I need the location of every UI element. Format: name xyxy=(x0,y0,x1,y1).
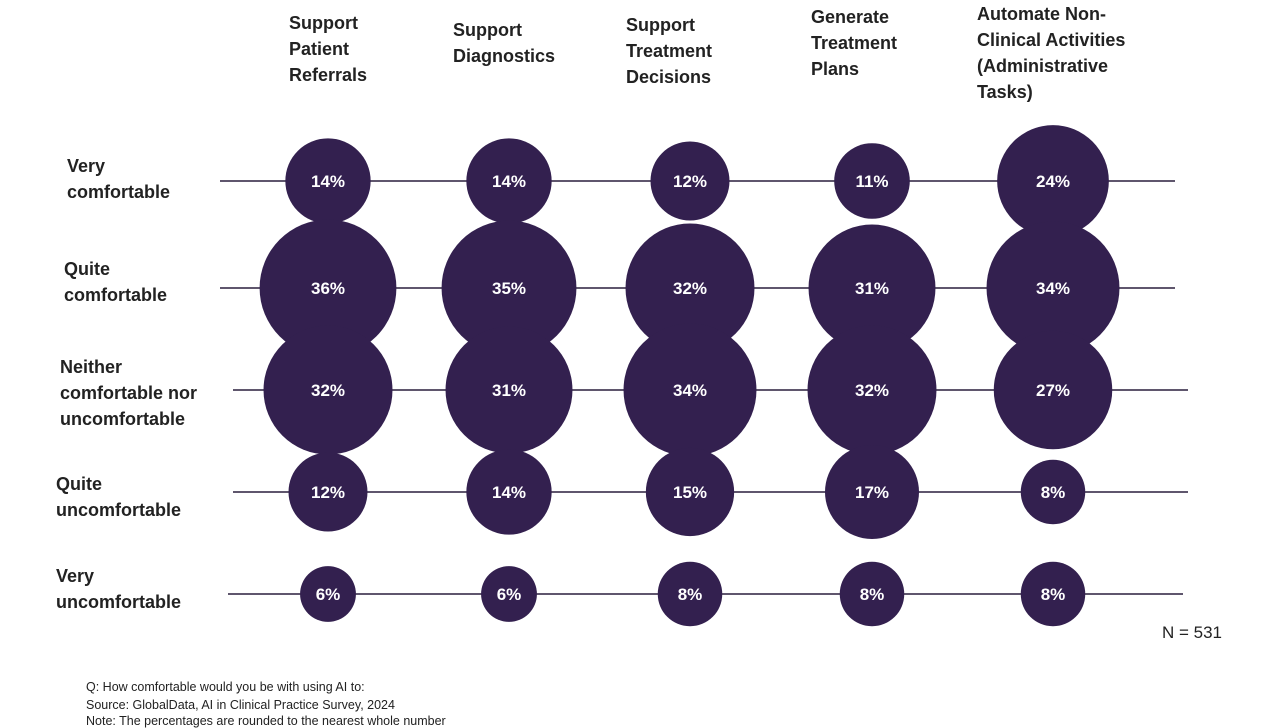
bubble xyxy=(466,138,552,224)
bubble xyxy=(986,221,1120,355)
bubble-value-label: 14% xyxy=(492,172,526,191)
bubble-value-label: 11% xyxy=(855,172,888,191)
bubble-value-label: 24% xyxy=(1036,172,1070,191)
bubble-value-label: 8% xyxy=(678,585,703,604)
bubble xyxy=(288,452,368,532)
bubble-value-label: 27% xyxy=(1036,381,1070,400)
bubble xyxy=(997,125,1109,237)
bubble-value-label: 36% xyxy=(311,279,345,298)
bubble-value-label: 31% xyxy=(492,381,526,400)
bubble xyxy=(466,449,552,535)
bubble xyxy=(1020,459,1086,525)
bubble xyxy=(657,561,723,627)
bubble xyxy=(834,143,910,219)
bubble-value-label: 14% xyxy=(492,483,526,502)
footer-question: Q: How comfortable would you be with usi… xyxy=(86,680,365,694)
bubble xyxy=(285,138,371,224)
bubble-value-label: 32% xyxy=(311,381,345,400)
bubble xyxy=(259,219,397,357)
bubble xyxy=(808,224,936,352)
column-label: Support Treatment Decisions xyxy=(626,15,713,87)
bubble xyxy=(650,141,730,221)
footer-source: Source: GlobalData, AI in Clinical Pract… xyxy=(86,698,395,712)
bubble-value-label: 8% xyxy=(860,585,885,604)
bubble-value-label: 12% xyxy=(311,483,345,502)
bubble xyxy=(481,566,537,622)
bubble xyxy=(445,326,573,454)
bubble-value-label: 34% xyxy=(1036,279,1070,298)
column-label: Support Patient Referrals xyxy=(289,13,368,85)
column-label: Automate Non- Clinical Activities (Admin… xyxy=(977,4,1126,102)
bubble-value-label: 8% xyxy=(1041,585,1066,604)
bubble-value-label: 32% xyxy=(673,279,707,298)
bubble xyxy=(441,220,577,356)
bubble xyxy=(263,325,393,455)
bubble-value-label: 35% xyxy=(492,279,526,298)
column-label: Support Diagnostics xyxy=(453,20,556,66)
bubble xyxy=(839,561,905,627)
bubble xyxy=(645,447,735,537)
row-label: Neither comfortable nor uncomfortable xyxy=(60,357,198,429)
bubble xyxy=(824,444,920,540)
bubble xyxy=(625,223,755,353)
bubble xyxy=(1020,561,1086,627)
bubble-value-label: 31% xyxy=(855,279,889,298)
row-label: Quite uncomfortable xyxy=(56,474,182,520)
footer-note: Note: The percentages are rounded to the… xyxy=(86,714,446,728)
bubble-value-label: 32% xyxy=(855,381,889,400)
bubble-value-label: 8% xyxy=(1041,483,1066,502)
row-label: Very uncomfortable xyxy=(56,566,182,612)
column-label: Generate Treatment Plans xyxy=(811,7,898,79)
bubble xyxy=(993,330,1113,450)
bubble-value-label: 6% xyxy=(316,585,341,604)
bubble xyxy=(300,566,356,622)
bubble-value-label: 6% xyxy=(497,585,522,604)
bubble xyxy=(807,325,937,455)
sample-size: N = 531 xyxy=(1162,623,1223,642)
bubble-value-label: 17% xyxy=(855,483,889,502)
bubble-value-label: 12% xyxy=(673,172,707,191)
bubble-value-label: 34% xyxy=(673,381,707,400)
bubble xyxy=(623,323,757,457)
row-label: Quite comfortable xyxy=(64,259,168,305)
bubble-value-label: 14% xyxy=(311,172,345,191)
bubble-value-label: 15% xyxy=(673,483,707,502)
row-label: Very comfortable xyxy=(67,156,171,202)
